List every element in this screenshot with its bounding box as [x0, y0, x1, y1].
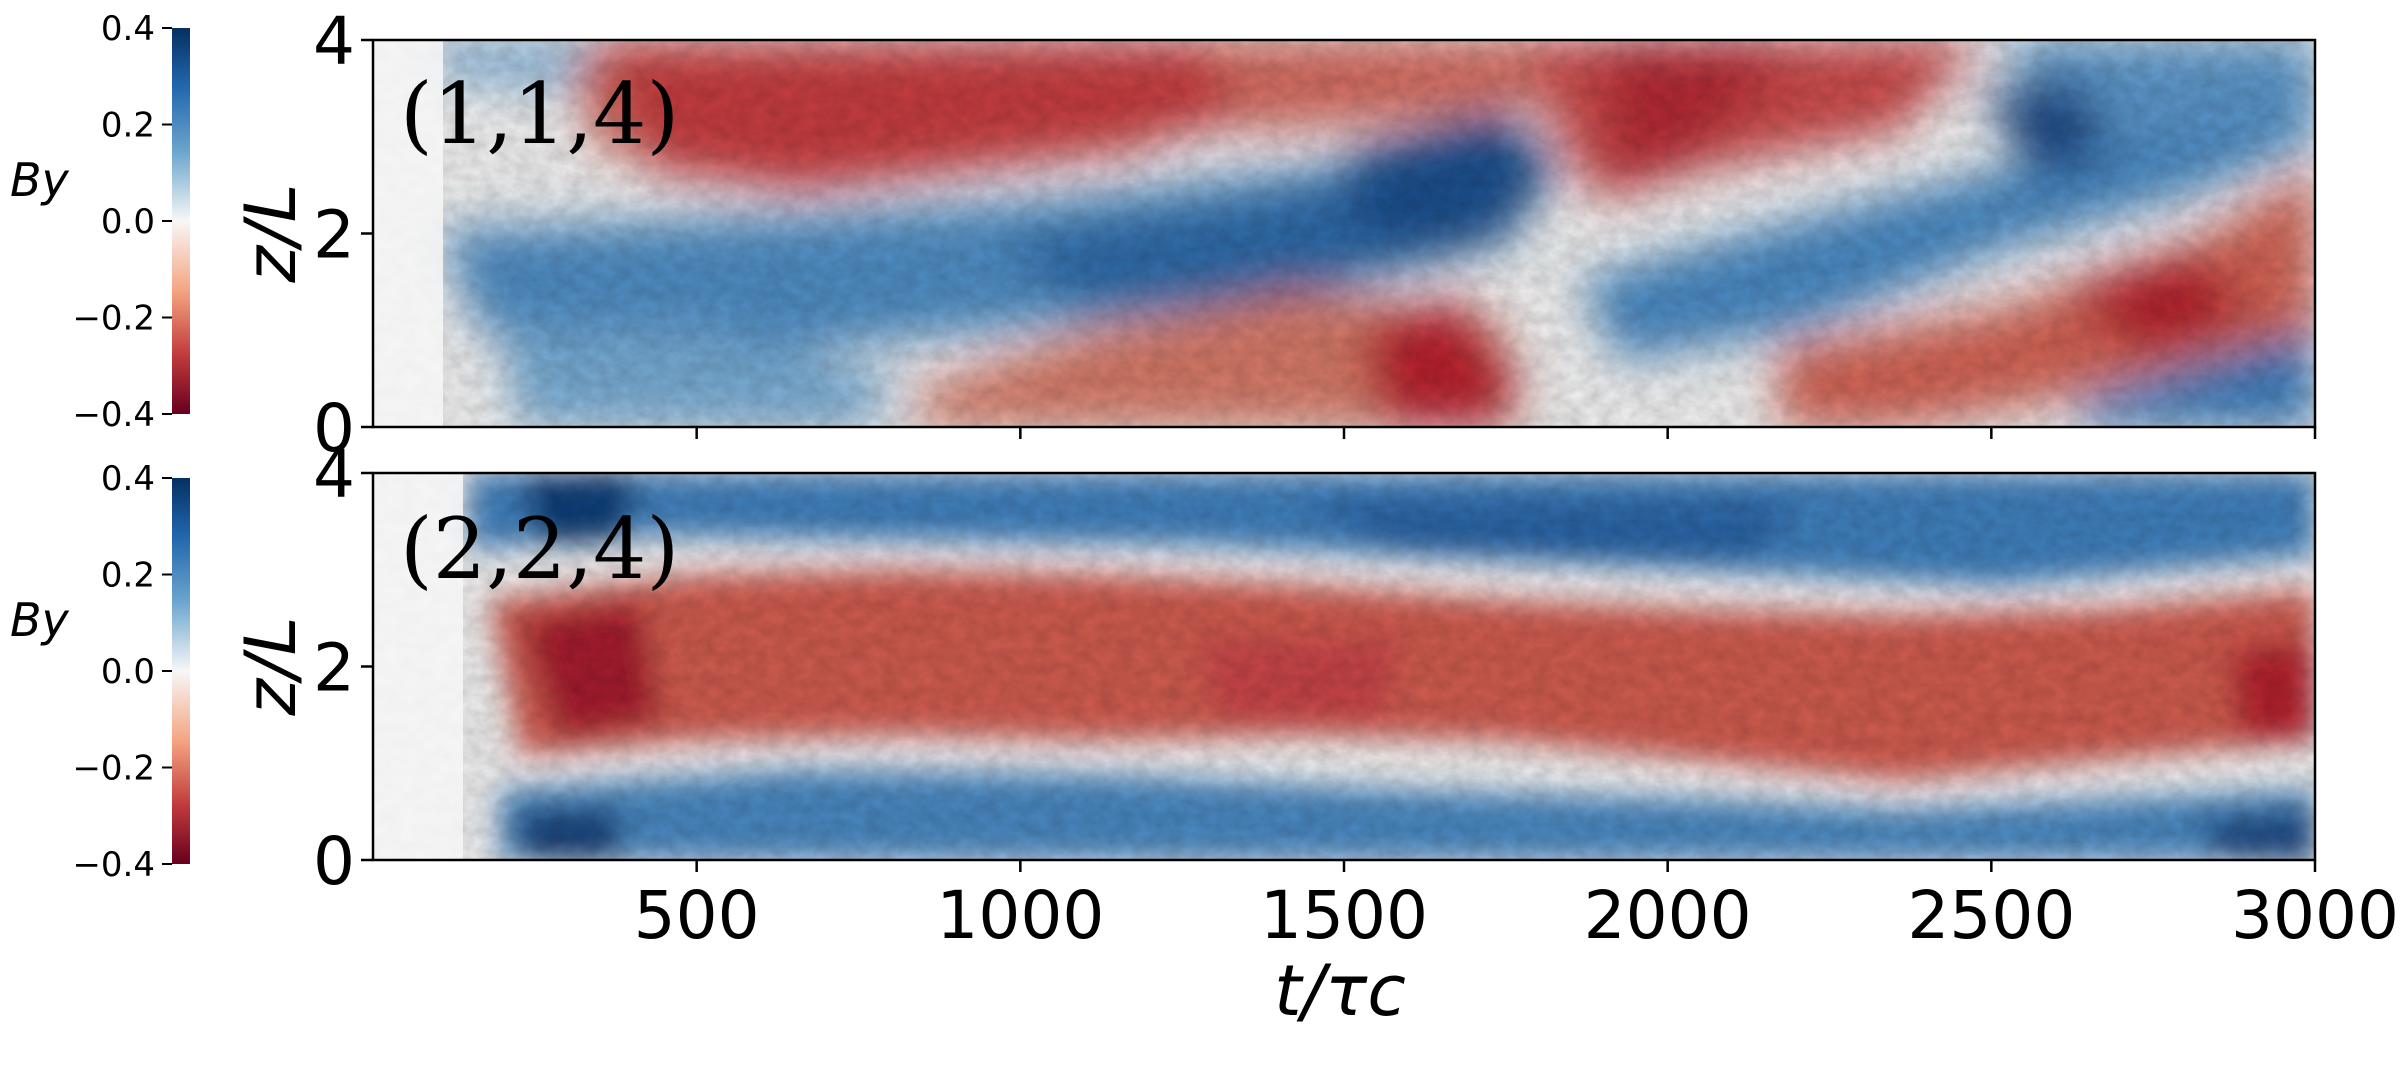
x-tick-label: 2000: [1584, 877, 1752, 954]
colorbar-ticks-bottom: 0.4 0.2 0.0 −0.2 −0.4: [72, 459, 172, 885]
colorbar-label-top: By: [10, 153, 70, 207]
x-tick-label: 500: [634, 877, 760, 954]
y-tick-label-top: 4: [313, 3, 355, 80]
colorbar-gradient-bottom: [172, 478, 190, 864]
y-axis-bottom: 0 2 4: [313, 436, 373, 900]
heatmap-top: [373, 40, 2315, 427]
x-tick-label: 2500: [1907, 877, 2075, 954]
x-axis-label: t/τc: [1274, 950, 1406, 1032]
y-axis-top: 0 2 4: [313, 3, 373, 467]
colorbar-tick-label-bottom: 0.2: [101, 556, 155, 596]
colorbar-tick-label-bottom: 0.0: [101, 652, 155, 692]
colorbar-tick-label-bottom: −0.2: [72, 749, 155, 789]
colorbar-bottom: 0.4 0.2 0.0 −0.2 −0.4 By: [10, 459, 190, 885]
x-tick-label: 3000: [2231, 877, 2399, 954]
y-tick-label-top: 0: [313, 390, 355, 467]
colorbar-gradient-top: [172, 28, 190, 414]
x-axis-bottom: 500 1000 1500 2000 2500 3000: [634, 860, 2399, 954]
colorbar-tick-label-bottom: −0.4: [72, 845, 155, 885]
colorbar-ticks-top: 0.4 0.2 0.0 −0.2 −0.4: [72, 9, 172, 435]
colorbar-tick-label-top: −0.2: [72, 299, 155, 339]
panel-annotation-bottom: (2,2,4): [400, 500, 679, 598]
x-tick-label: 1000: [936, 877, 1104, 954]
x-tick-label: 1500: [1260, 877, 1428, 954]
colorbar-tick-label-top: 0.0: [101, 202, 155, 242]
colorbar-tick-label-top: 0.4: [101, 9, 155, 49]
colorbar-tick-label-top: 0.2: [101, 106, 155, 146]
colorbar-tick-label-top: −0.4: [72, 395, 155, 435]
y-tick-label-top: 2: [313, 197, 355, 274]
panel-top: (1,1,4) 0 2 4 z/L 0.4 0.2 0.0 −0.2 −0.4 By: [10, 3, 2317, 467]
panel-annotation-top: (1,1,4): [400, 65, 679, 163]
y-tick-label-bottom: 2: [313, 630, 355, 707]
x-axis-top: [695, 427, 2317, 439]
y-axis-label-top: z/L: [230, 183, 312, 283]
colorbar-label-bottom: By: [10, 593, 70, 647]
y-axis-label-bottom: z/L: [230, 616, 312, 716]
heatmap-bottom: [373, 473, 2315, 860]
y-tick-label-bottom: 4: [313, 436, 355, 513]
colorbar-tick-label-bottom: 0.4: [101, 459, 155, 499]
panel-bottom: (2,2,4) 024 z/L 500 1000 1500 2000 2500 3000 …: [10, 436, 2399, 1032]
y-tick-label-bottom: 0: [313, 823, 355, 900]
colorbar-top: 0.4 0.2 0.0 −0.2 −0.4 By: [10, 9, 190, 435]
